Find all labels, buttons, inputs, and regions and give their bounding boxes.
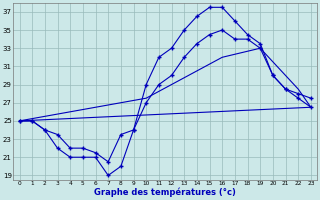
X-axis label: Graphe des températures (°c): Graphe des températures (°c): [94, 188, 236, 197]
